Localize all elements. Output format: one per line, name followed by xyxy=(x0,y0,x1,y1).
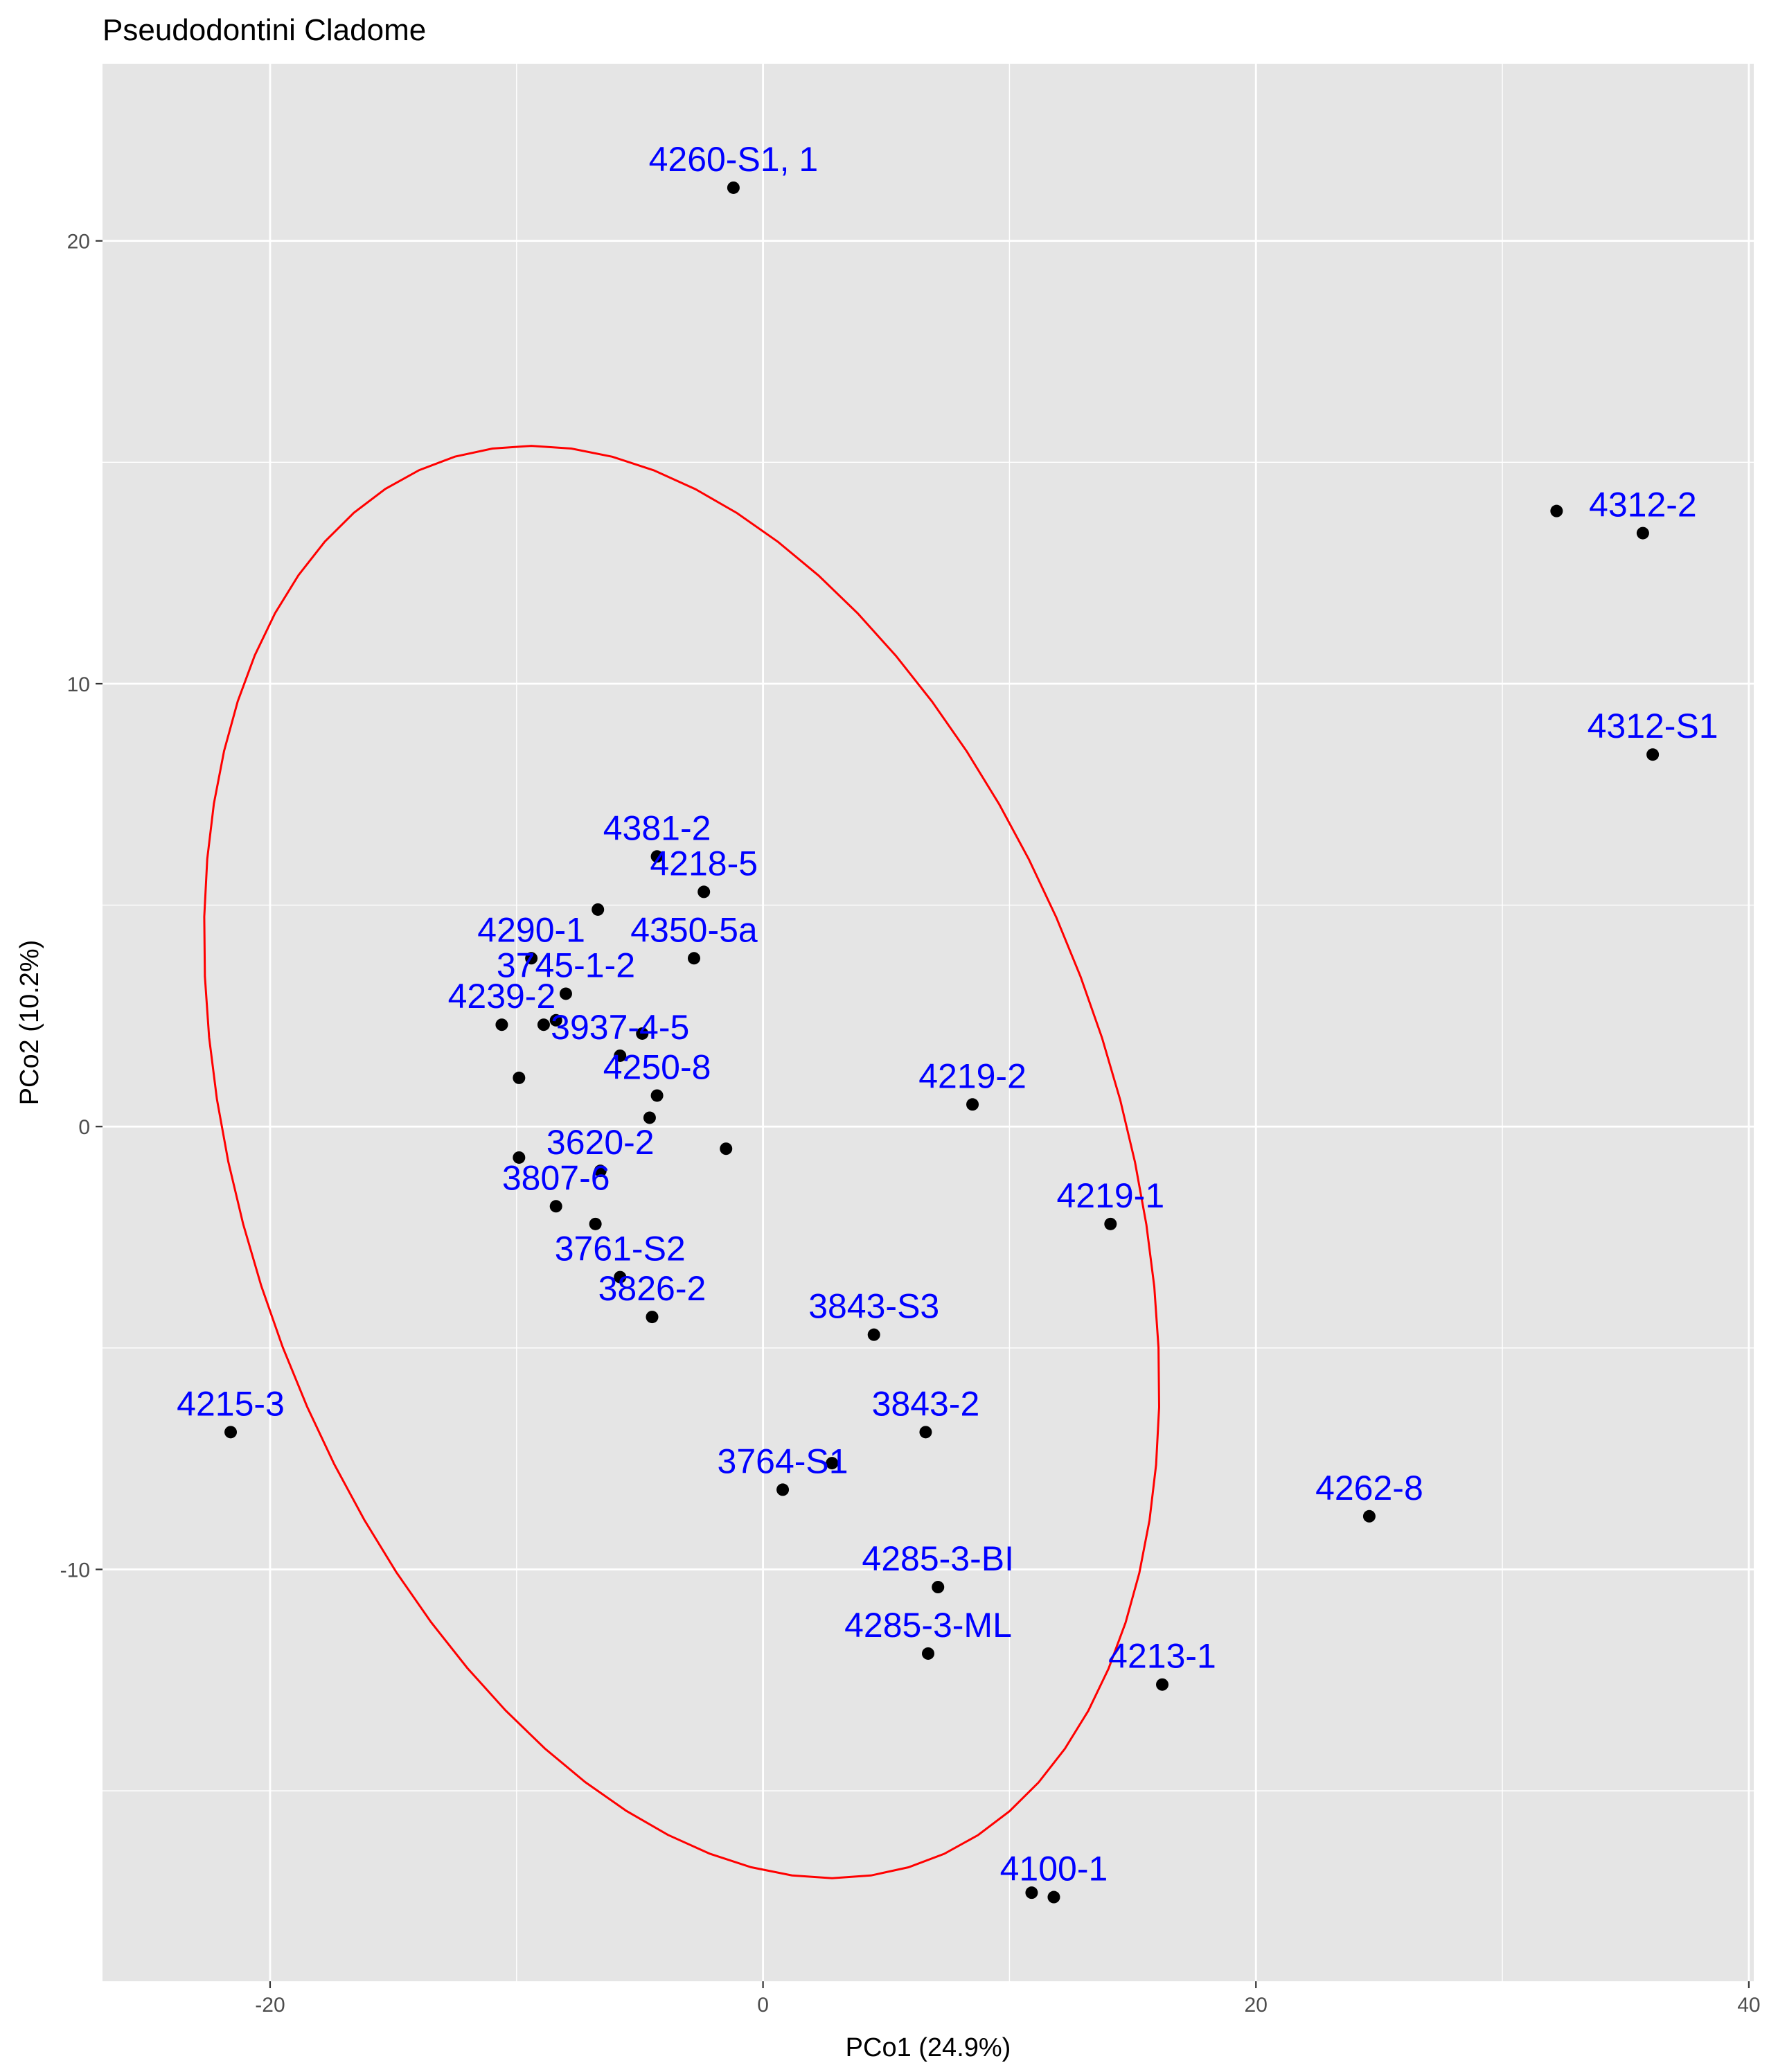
point-label: 3620-2 xyxy=(546,1123,655,1162)
confidence-ellipse-layer xyxy=(203,445,1161,1879)
point-label: 4215-3 xyxy=(177,1384,285,1423)
point-label: 3807-6 xyxy=(502,1158,610,1197)
data-point xyxy=(614,1270,627,1284)
confidence-ellipse xyxy=(203,445,1161,1879)
data-point xyxy=(559,987,572,1000)
data-point xyxy=(224,1426,238,1439)
point-label: 4260-S1, 1 xyxy=(649,140,819,179)
point-label: 3745-1-2 xyxy=(497,946,635,984)
point-label: 4218-5 xyxy=(650,844,758,883)
point-label: 4100-1 xyxy=(1000,1850,1108,1888)
data-point xyxy=(495,1018,508,1031)
data-point xyxy=(592,903,605,916)
data-point xyxy=(922,1647,934,1660)
data-point xyxy=(643,1111,656,1124)
data-point xyxy=(636,1027,649,1040)
point-label: 4213-1 xyxy=(1108,1637,1216,1676)
data-point xyxy=(687,952,700,965)
data-point xyxy=(589,1217,602,1230)
data-point xyxy=(650,850,664,863)
data-point xyxy=(525,952,538,965)
point-label: 3761-S2 xyxy=(555,1230,686,1268)
chart-title: Pseudodontini Cladome xyxy=(103,13,426,47)
data-point xyxy=(776,1483,790,1496)
point-label: 4290-1 xyxy=(477,910,585,949)
data-point xyxy=(1636,526,1649,540)
x-tick-label: -20 xyxy=(255,1994,285,2017)
point-label: 4250-8 xyxy=(603,1047,711,1086)
data-point xyxy=(1025,1886,1038,1900)
plot-panel xyxy=(103,64,1754,1981)
y-tick-label: -10 xyxy=(60,1559,90,1582)
x-tick-label: 40 xyxy=(1737,1994,1760,2017)
data-point xyxy=(1646,748,1660,761)
data-point xyxy=(1047,1891,1060,1904)
point-label: 3764-S1 xyxy=(718,1442,848,1480)
point-label: 4262-8 xyxy=(1315,1469,1423,1507)
data-point xyxy=(727,181,740,194)
data-point xyxy=(1156,1678,1169,1691)
point-label: 4219-1 xyxy=(1056,1176,1164,1215)
data-point xyxy=(614,1049,627,1062)
y-tick-label: 10 xyxy=(67,673,90,696)
data-point xyxy=(513,1151,526,1164)
data-point xyxy=(1104,1217,1117,1230)
data-point xyxy=(513,1071,526,1084)
data-point xyxy=(1362,1509,1376,1523)
point-label: 4285-3-BI xyxy=(862,1539,1014,1578)
minor-gridlines xyxy=(103,64,1754,1981)
data-point xyxy=(549,1013,562,1027)
data-points-layer xyxy=(224,181,1660,1904)
point-label: 4312-S1 xyxy=(1588,707,1718,745)
axes-layer: -20 0 20 40 -10 0 10 20 xyxy=(60,231,1761,2017)
point-label: 3937-4-5 xyxy=(551,1008,689,1047)
point-label: 3843-S3 xyxy=(808,1287,939,1326)
data-point xyxy=(549,1200,562,1213)
data-point xyxy=(697,885,711,898)
point-label: 4312-2 xyxy=(1589,486,1697,524)
data-point xyxy=(594,1165,607,1178)
data-point xyxy=(1550,504,1563,517)
data-point xyxy=(720,1142,733,1155)
x-axis-label: PCo1 (24.9%) xyxy=(846,2033,1011,2062)
data-point xyxy=(932,1581,945,1594)
point-label: 4239-2 xyxy=(448,977,556,1016)
data-point xyxy=(646,1311,659,1324)
point-label: 4381-2 xyxy=(603,808,711,847)
point-label: 4285-3-ML xyxy=(844,1606,1012,1645)
point-label: 3826-2 xyxy=(598,1269,706,1308)
point-label: 3843-2 xyxy=(872,1384,980,1423)
major-gridlines xyxy=(103,64,1754,1981)
point-label: 4219-2 xyxy=(918,1056,1026,1095)
data-point xyxy=(537,1018,550,1031)
data-point xyxy=(650,1089,664,1102)
y-tick-label: 20 xyxy=(67,231,90,254)
data-point xyxy=(826,1457,839,1470)
data-point xyxy=(867,1328,880,1341)
y-axis-label: PCo2 (10.2%) xyxy=(15,940,44,1106)
x-tick-label: 0 xyxy=(757,1994,769,2017)
point-label: 4350-5a xyxy=(630,910,758,949)
data-point xyxy=(966,1098,979,1111)
x-tick-label: 20 xyxy=(1245,1994,1268,2017)
data-point xyxy=(919,1426,932,1439)
y-tick-label: 0 xyxy=(78,1116,90,1139)
